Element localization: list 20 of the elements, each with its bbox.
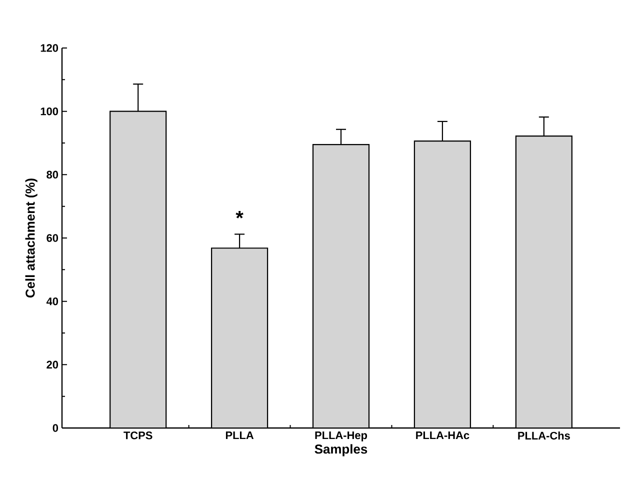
y-tick-label: 60: [46, 234, 58, 242]
annotation: *: [236, 210, 244, 218]
y-tick-label: 100: [40, 107, 58, 116]
y-tick-label: 20: [46, 360, 58, 369]
bar: [515, 135, 572, 428]
y-tick-label: 40: [46, 297, 58, 306]
bar: [312, 144, 370, 428]
y-axis-title: Cell attachment (%): [25, 178, 38, 298]
bar: [210, 248, 268, 428]
x-tick-label: PLLA-Chs: [518, 432, 570, 440]
x-tick-label: PLLA-HAc: [416, 432, 470, 440]
y-tick-label: 80: [46, 170, 58, 179]
x-tick-label: PLLA: [226, 432, 254, 440]
x-tick-label: TCPS: [124, 432, 152, 440]
y-tick-label: 120: [40, 44, 58, 52]
y-tick-label: 0: [52, 424, 58, 432]
x-tick-label: PLLA-Hep: [315, 432, 368, 442]
bar: [414, 140, 472, 428]
bar: [110, 110, 167, 428]
x-axis-title: Samples: [314, 444, 368, 456]
